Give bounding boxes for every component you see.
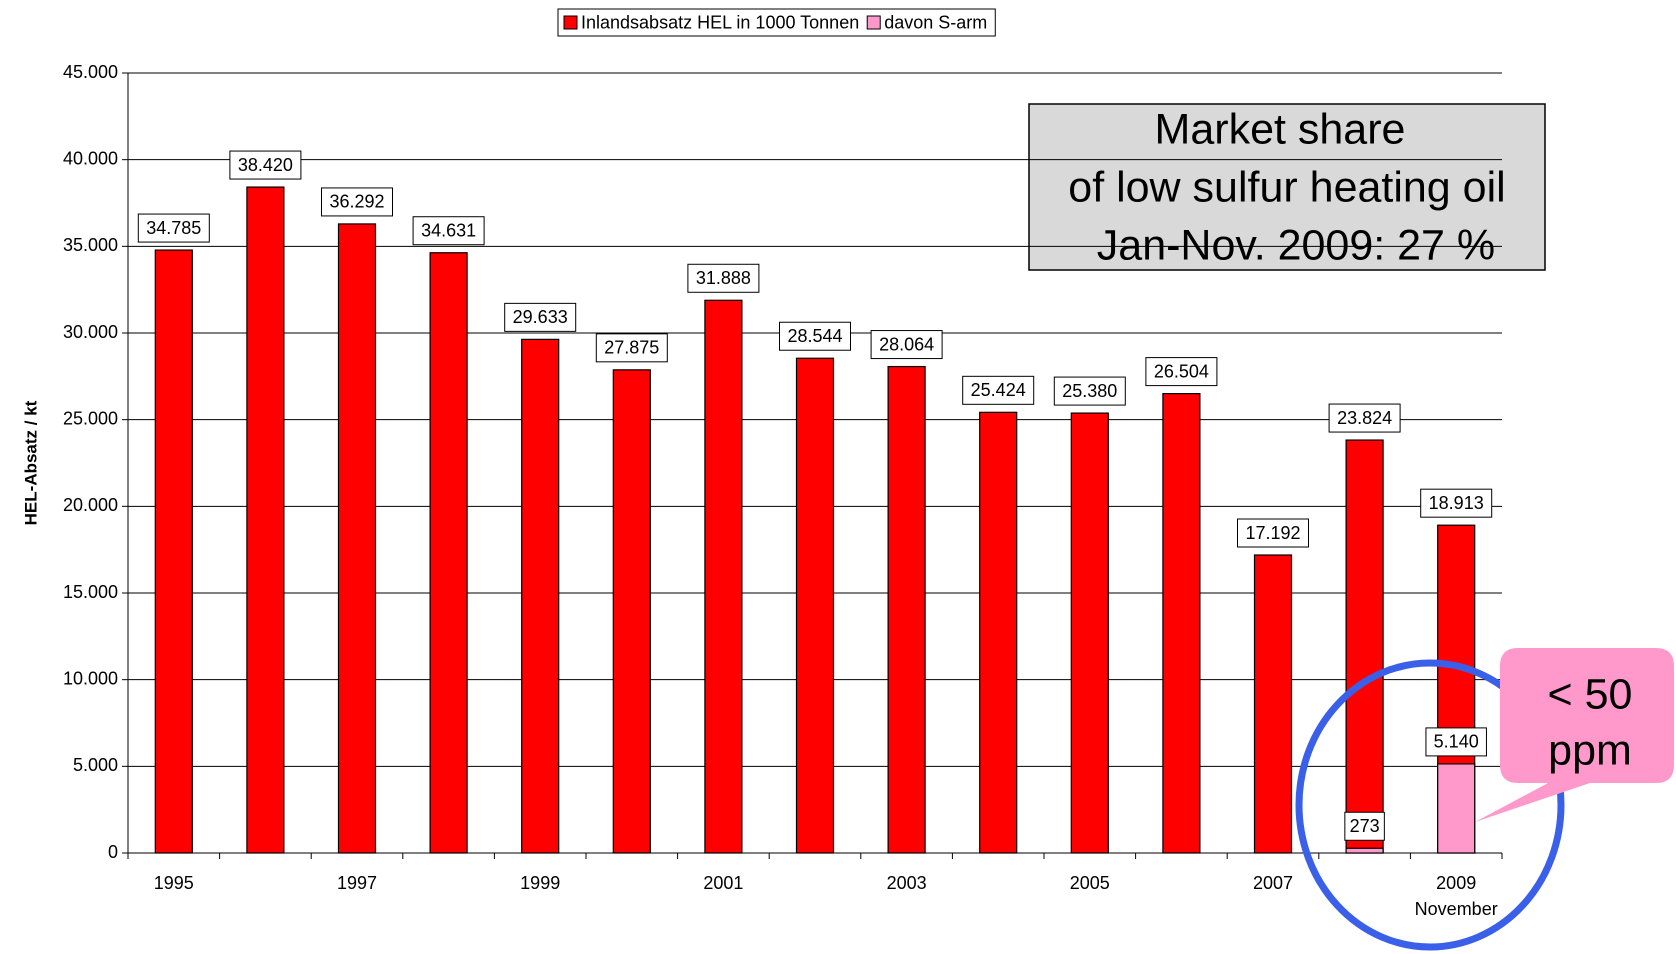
annotation-box bbox=[1028, 103, 1546, 271]
value-label: 36.292 bbox=[329, 192, 384, 212]
bar bbox=[154, 249, 193, 854]
value-label: 31.888 bbox=[696, 268, 751, 288]
bar bbox=[1162, 392, 1201, 854]
legend-label: davon S-arm bbox=[884, 12, 987, 32]
value-label: 18.913 bbox=[1429, 493, 1484, 513]
bar bbox=[795, 357, 835, 854]
value-label-box bbox=[779, 321, 851, 351]
legend-swatch bbox=[563, 15, 578, 30]
value-label: 25.424 bbox=[971, 380, 1026, 400]
y-tick-label: 40.000 bbox=[63, 148, 118, 168]
y-tick-label: 20.000 bbox=[63, 495, 118, 515]
bar bbox=[704, 299, 743, 854]
bar bbox=[1070, 412, 1109, 854]
value-label-box bbox=[595, 333, 668, 363]
value-label-box bbox=[1328, 403, 1401, 433]
bar bbox=[1345, 847, 1384, 854]
highlight-circle bbox=[1295, 659, 1565, 951]
x-tick-label: 2007 bbox=[1253, 873, 1293, 893]
value-label: 29.633 bbox=[513, 307, 568, 327]
y-tick-label: 10.000 bbox=[63, 668, 118, 688]
bar bbox=[521, 338, 560, 854]
y-tick-label: 25.000 bbox=[63, 408, 118, 428]
value-label-box bbox=[1425, 727, 1487, 757]
legend-label: Inlandsabsatz HEL in 1000 Tonnen bbox=[581, 12, 859, 32]
bar bbox=[887, 365, 926, 854]
legend-swatch bbox=[866, 15, 881, 30]
value-label: 17.192 bbox=[1245, 523, 1300, 543]
value-label: 28.544 bbox=[787, 326, 842, 346]
annotation-line: Market share bbox=[1155, 105, 1406, 153]
legend: Inlandsabsatz HEL in 1000 Tonnen davon S-… bbox=[557, 8, 996, 37]
value-label-box bbox=[870, 330, 943, 360]
value-label: 34.785 bbox=[146, 218, 201, 238]
bar bbox=[429, 252, 468, 854]
value-label-box bbox=[504, 302, 577, 332]
value-label: 26.504 bbox=[1154, 361, 1209, 381]
bar bbox=[246, 186, 285, 854]
value-label-box bbox=[137, 213, 210, 243]
value-label: 273 bbox=[1350, 816, 1380, 836]
bar bbox=[1345, 439, 1384, 854]
x-tick-label: 2003 bbox=[887, 873, 927, 893]
x-tick-label: 1997 bbox=[337, 873, 377, 893]
x-tick-label: 2005 bbox=[1070, 873, 1110, 893]
value-label: 28.064 bbox=[879, 334, 934, 354]
legend-frame bbox=[557, 8, 996, 37]
y-axis-label: HEL-Absatz / kt bbox=[21, 400, 40, 525]
value-label-box bbox=[1145, 357, 1218, 387]
x-sublabel: November bbox=[1415, 899, 1498, 919]
callout-text: < 50 bbox=[1548, 670, 1633, 718]
value-label: 25.380 bbox=[1062, 381, 1117, 401]
value-label: 23.824 bbox=[1337, 408, 1392, 428]
bar bbox=[1253, 554, 1293, 854]
value-label: 5.140 bbox=[1434, 732, 1479, 752]
bar bbox=[1437, 763, 1476, 854]
callout-text: ppm bbox=[1548, 726, 1632, 774]
callout bbox=[1475, 648, 1674, 822]
plot-area: 0 5.000 10.000 15.000 20.000 25.000 30.000 35.0… bbox=[63, 62, 1503, 919]
annotation-line: of low sulfur heating oil bbox=[1068, 163, 1505, 211]
x-tick-label: 2009 bbox=[1436, 873, 1476, 893]
value-label-box bbox=[229, 150, 302, 180]
value-label-box bbox=[1344, 811, 1385, 841]
x-tick-label: 1999 bbox=[520, 873, 560, 893]
value-label-box bbox=[1420, 488, 1493, 518]
x-tick-label: 2001 bbox=[703, 873, 743, 893]
value-label: 27.875 bbox=[604, 338, 659, 358]
x-tick-label: 1995 bbox=[154, 873, 194, 893]
y-tick-label: 30.000 bbox=[63, 322, 118, 342]
bar bbox=[979, 411, 1018, 854]
y-tick-label: 45.000 bbox=[63, 62, 118, 82]
value-label-box bbox=[412, 216, 485, 246]
bar bbox=[612, 369, 651, 854]
y-tick-label: 35.000 bbox=[63, 235, 118, 255]
y-tick-label: 15.000 bbox=[63, 582, 118, 602]
value-label: 34.631 bbox=[421, 220, 476, 240]
y-tick-label: 0 bbox=[108, 842, 118, 862]
value-label-box bbox=[962, 375, 1035, 405]
value-label-box bbox=[1053, 376, 1126, 406]
bar bbox=[337, 223, 377, 854]
value-label: 38.420 bbox=[238, 155, 293, 175]
annotation-line: Jan-Nov. 2009: 27 % bbox=[1085, 221, 1495, 269]
y-tick-label: 5.000 bbox=[73, 755, 118, 775]
value-label-box bbox=[321, 187, 393, 217]
value-label-box bbox=[687, 263, 760, 293]
value-label-box bbox=[1237, 518, 1309, 548]
